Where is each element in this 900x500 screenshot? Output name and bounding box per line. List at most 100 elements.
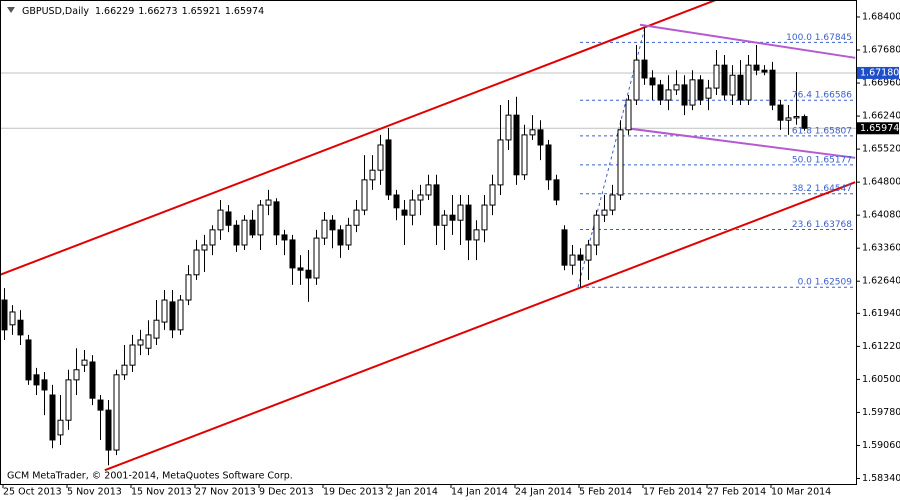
candle-body: [529, 129, 536, 136]
x-tick-label: 27 Nov 2013: [195, 487, 256, 498]
candle-body: [657, 84, 664, 101]
candle-body: [121, 364, 128, 376]
price-box: [857, 66, 899, 79]
last-high: 1.66273: [138, 6, 177, 17]
candle-body: [353, 209, 360, 226]
candle-body: [737, 74, 744, 101]
x-tick-label: 15 Nov 2013: [131, 487, 192, 498]
candle-body: [177, 299, 184, 331]
fibo-label: 38.2 1.64547: [792, 184, 852, 194]
fibo-label: 50.0 1.65177: [792, 155, 852, 165]
candle-body: [209, 229, 216, 246]
y-tick-label: 1.67680: [862, 45, 900, 56]
x-tick-label: 24 Jan 2014: [515, 487, 572, 498]
candle-body: [417, 194, 424, 201]
fibo-label: 76.4 1.66586: [792, 91, 852, 101]
y-tick-label: 1.59780: [862, 407, 900, 418]
footer: GCM MetaTrader, © 2001-2014, MetaQuotes …: [7, 471, 293, 482]
x-tick-label: 25 Oct 2013: [3, 487, 62, 498]
x-tick-label: 5 Feb 2014: [579, 487, 632, 498]
candle-body: [137, 339, 144, 346]
x-tick-label: 17 Feb 2014: [643, 487, 702, 498]
y-tick-label: 1.63360: [862, 243, 900, 254]
y-tick-label: 1.59060: [862, 440, 900, 451]
candle-body: [97, 399, 104, 411]
candle-body: [649, 77, 656, 86]
chart-title: GBPUSD,Daily 1.66229 1.66273 1.65921 1.65974: [22, 6, 264, 17]
price-box-label: 1.67180: [860, 67, 899, 78]
candle-body: [753, 64, 760, 71]
candle-body: [113, 374, 120, 451]
candle-body: [393, 194, 400, 209]
candle-body: [249, 219, 256, 236]
candle-body: [785, 117, 792, 121]
candle-body: [345, 224, 352, 246]
y-tick-label: 1.61220: [862, 341, 900, 352]
candle-body: [49, 394, 56, 441]
candle-body: [617, 129, 624, 196]
y-tick-label: 1.66960: [862, 78, 900, 89]
y-tick-label: 1.61940: [862, 308, 900, 319]
candle-body: [713, 64, 720, 89]
candle-body: [89, 361, 96, 399]
candle-body: [521, 134, 528, 176]
candle-body: [697, 79, 704, 101]
candle-body: [225, 211, 232, 226]
candle-body: [793, 116, 800, 119]
candle-body: [385, 139, 392, 196]
last-open: 1.66229: [95, 6, 134, 17]
candle-body: [441, 214, 448, 226]
candle-body: [153, 319, 160, 339]
candle-body: [505, 114, 512, 141]
candle-body: [9, 311, 16, 326]
candle-body: [337, 229, 344, 246]
candle-body: [577, 254, 584, 261]
candle-body: [601, 209, 608, 216]
candle-body: [433, 184, 440, 226]
candle-body: [801, 116, 808, 129]
candle-body: [129, 344, 136, 366]
candle-body: [81, 359, 88, 366]
candle-body: [265, 199, 272, 206]
candle-body: [513, 114, 520, 176]
candle-body: [17, 319, 24, 336]
candle-body: [561, 229, 568, 266]
last-close: 1.65974: [225, 6, 264, 17]
candle-body: [465, 204, 472, 241]
candle-body: [321, 219, 328, 239]
last-low: 1.65921: [182, 6, 221, 17]
candle-body: [593, 214, 600, 246]
candle-body: [705, 87, 712, 99]
candle-body: [729, 74, 736, 96]
candle-body: [537, 129, 544, 146]
candle-body: [233, 224, 240, 246]
candle-body: [625, 99, 632, 131]
x-tick-label: 19 Dec 2013: [323, 487, 384, 498]
x-tick-label: 9 Dec 2013: [259, 487, 314, 498]
candle-body: [641, 59, 648, 79]
candle-body: [305, 269, 312, 279]
candle-body: [545, 144, 552, 181]
candle-body: [193, 249, 200, 276]
candle-body: [377, 144, 384, 171]
y-tick-label: 1.58340: [862, 473, 900, 484]
candle-body: [609, 194, 616, 211]
y-tick-label: 1.62640: [862, 276, 900, 287]
candle-body: [361, 179, 368, 211]
candle-body: [585, 244, 592, 261]
candle-body: [449, 214, 456, 221]
fibo-label: 0.0 1.62509: [798, 278, 853, 288]
x-tick-label: 2 Jan 2014: [387, 487, 438, 498]
candle-body: [769, 69, 776, 106]
candle-body: [33, 374, 40, 386]
candle-body: [201, 244, 208, 251]
fibo-label: 23.6 1.63768: [792, 220, 852, 230]
candle-body: [185, 274, 192, 301]
candle-body: [553, 179, 560, 201]
candle-body: [73, 369, 80, 381]
trendline: [624, 127, 856, 159]
candle-body: [273, 201, 280, 236]
candle-body: [41, 379, 48, 391]
y-tick-label: 1.68400: [862, 11, 900, 22]
